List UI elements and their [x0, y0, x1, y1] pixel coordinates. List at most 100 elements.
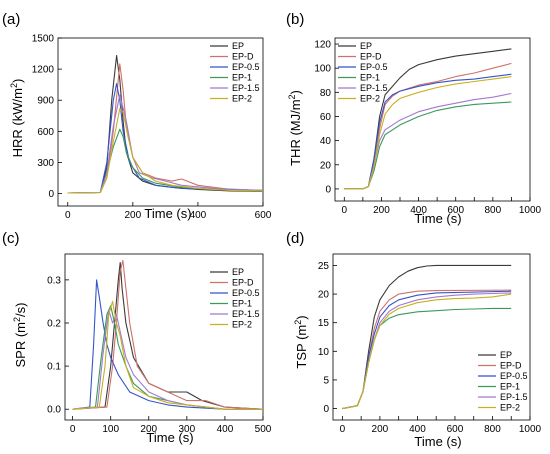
legend-label: EP-D: [232, 278, 254, 288]
legend-label: EP: [232, 41, 244, 51]
series-line-ep-0-5: [72, 279, 263, 410]
x-tick-label: 0: [342, 205, 348, 216]
x-tick-label: 400: [409, 424, 426, 435]
series-group: [344, 48, 512, 190]
x-tick-label: 0: [65, 210, 71, 221]
legend-label: EP-0.5: [232, 288, 260, 298]
series-group: [342, 264, 512, 410]
legend-label: EP-D: [360, 52, 382, 62]
series-line-ep-1-5: [344, 92, 512, 190]
y-tick-label: 60: [320, 112, 332, 123]
legend-label: EP-0.5: [360, 62, 388, 72]
legend-label: EP: [232, 267, 244, 277]
legend-label: EP-D: [232, 52, 254, 62]
legend-label: EP-1: [232, 299, 252, 309]
legend-label: EP-2: [232, 320, 252, 330]
legend-label: EP-1: [232, 73, 252, 83]
x-tick-label: 600: [255, 210, 272, 221]
series-line-ep-2: [344, 76, 512, 190]
legend-label: EP-1.5: [232, 83, 260, 93]
x-tick-label: 800: [485, 205, 502, 216]
x-tick-label: 500: [255, 424, 272, 435]
x-tick-label: 1000: [519, 424, 542, 435]
y-tick-label: 0.3: [47, 275, 61, 286]
x-tick-label: 400: [410, 205, 427, 216]
x-tick-label: 200: [373, 205, 390, 216]
series-line-ep-d: [72, 259, 263, 410]
y-tick-label: 100: [314, 64, 331, 75]
series-group: [72, 259, 263, 410]
y-tick-label: 80: [320, 88, 332, 99]
y-tick-label: 900: [37, 96, 54, 107]
x-tick-label: 200: [140, 424, 157, 435]
panel-a-xlabel: Time (s): [144, 206, 191, 221]
x-tick-label: 400: [190, 210, 207, 221]
panel-d-label: (d): [286, 230, 304, 247]
y-tick-label: 0.2: [47, 318, 61, 329]
panel-c-label: (c): [2, 230, 20, 247]
x-tick-label: 200: [372, 424, 389, 435]
y-tick-label: 5: [323, 375, 329, 386]
series-line-ep-0-5: [67, 83, 263, 194]
panel-b-label: (b): [286, 11, 304, 28]
panel-d-ylabel: TSP (m2): [293, 315, 309, 368]
x-tick-label: 1000: [519, 205, 542, 216]
legend-label: EP-1: [360, 73, 380, 83]
y-tick-label: 0: [48, 189, 54, 200]
y-tick-label: 120: [314, 40, 331, 51]
y-tick-label: 20: [318, 290, 330, 301]
x-tick-label: 300: [179, 424, 196, 435]
y-tick-label: 0: [325, 184, 331, 195]
y-tick-label: 0: [323, 404, 329, 415]
plot-frame: [334, 37, 531, 202]
series-line-ep-2: [67, 107, 263, 194]
series-line-ep-1-5: [67, 94, 263, 194]
panel-c-plot: 0 100 200 300 400 500 0.0 0.1 0.2 0.3 EPEP-DEP-0.5…: [47, 253, 272, 435]
y-tick-label: 300: [37, 158, 54, 169]
x-tick-label: 400: [217, 424, 234, 435]
panel-d-plot: 0 200 400 600 800 10000510152025EPEP-DEP-0.5E…: [318, 253, 542, 435]
x-tick-label: 0: [340, 424, 346, 435]
legend-label: EP-1: [500, 382, 520, 392]
x-tick-label: 100: [102, 424, 119, 435]
series-line-ep-2: [342, 293, 512, 410]
panel-a: (a) 0 200 400 600030060090012001500EPEP-DEP…: [2, 11, 272, 221]
y-tick-label: 10: [318, 347, 330, 358]
panel-d-xlabel: Time (s): [414, 434, 461, 449]
y-tick-label: 40: [320, 136, 332, 147]
panel-d: (d) 0 200 400 600 800 10000510152025EPEP-DEP-…: [286, 230, 542, 449]
y-tick-label: 1200: [32, 65, 55, 76]
legend-label: EP-0.5: [500, 371, 528, 381]
y-tick-label: 20: [320, 160, 332, 171]
plot-frame: [57, 37, 264, 207]
x-tick-label: 0: [70, 424, 76, 435]
legend-label: EP-1.5: [232, 309, 260, 319]
x-tick-label: 200: [124, 210, 141, 221]
y-tick-label: 0.0: [47, 405, 61, 416]
y-tick-label: 25: [318, 261, 330, 272]
legend-label: EP-1.5: [500, 392, 528, 402]
series-line-ep-1: [344, 101, 512, 190]
panel-b-xlabel: Time (s): [414, 211, 461, 226]
y-tick-label: 600: [37, 127, 54, 138]
legend-label: EP-D: [500, 361, 522, 371]
series-line-ep-d: [342, 289, 512, 410]
series-line-ep: [342, 264, 512, 410]
legend-label: EP-0.5: [232, 62, 260, 72]
y-tick-label: 15: [318, 318, 330, 329]
y-tick-label: 1500: [32, 34, 55, 45]
panel-c: (c) 0 100 200 300 400 5000.00.10.20.3EPEP-DEP…: [2, 230, 272, 445]
panel-c-xlabel: Time (s): [146, 430, 193, 445]
legend-label: EP: [500, 350, 512, 360]
plot-frame: [332, 253, 531, 421]
x-tick-label: 600: [447, 424, 464, 435]
panel-a-plot: 0 200 400 600 0 300 600 900 1200 1500 EPEP-DEP-0.5…: [32, 34, 272, 222]
panel-c-ylabel: SPR (m2/s): [12, 303, 28, 368]
y-tick-label: 0.1: [47, 362, 61, 373]
x-tick-label: 800: [484, 424, 501, 435]
